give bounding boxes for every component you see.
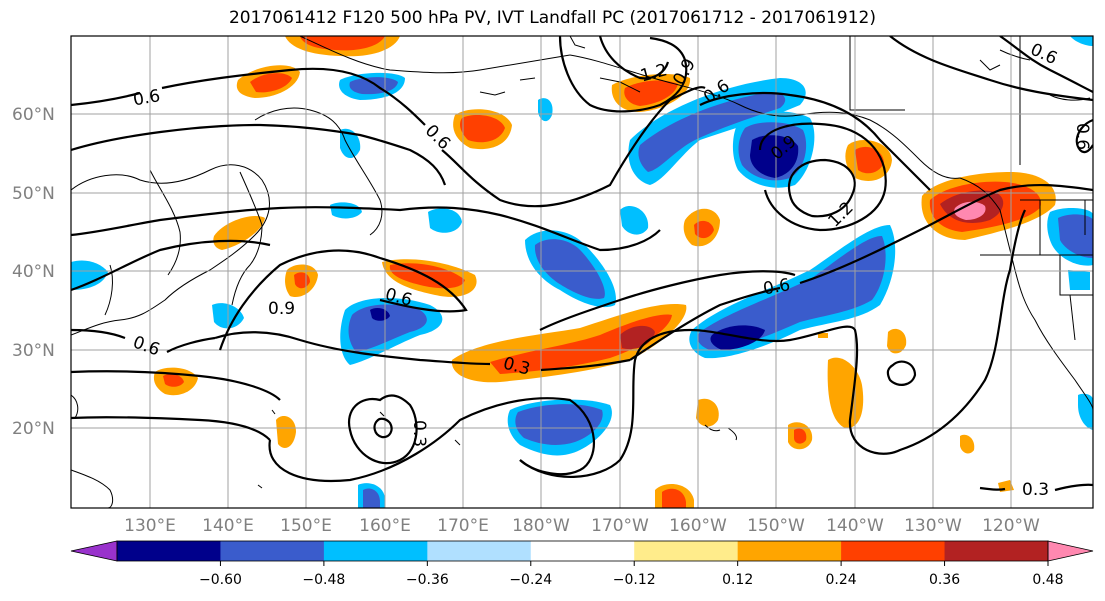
map-frame	[70, 35, 1094, 509]
colorbar-tick-label: −0.60	[199, 572, 242, 588]
pv-contour	[598, 36, 670, 80]
contour-label: 0.6	[1072, 123, 1092, 150]
pv-contour	[71, 328, 216, 353]
pv-contour	[539, 270, 796, 331]
lon-tick-label: 120°W	[982, 516, 1040, 536]
pv-contour	[218, 249, 468, 351]
pv-contour	[71, 239, 271, 292]
lat-tick-label: 40°N	[12, 262, 55, 282]
colorbar-segment	[70, 540, 118, 562]
contour-label: 0.6	[132, 86, 162, 110]
coastlines	[71, 36, 1093, 508]
latitude-tick-labels: 60°N 50°N 40°N 30°N 20°N	[12, 105, 55, 439]
map-plot-area: 0.6 1.2 0.9 0.6 0.6 0.6 0.6 0.9 1.2 0.6 …	[71, 36, 1093, 508]
colorbar-tick-label: 0.48	[1032, 572, 1063, 588]
colorbar-tick-label: 0.12	[722, 572, 753, 588]
colorbar-outline	[116, 540, 1049, 562]
lat-tick-label: 60°N	[12, 105, 55, 125]
colorbar-tick-label: −0.12	[613, 572, 656, 588]
colorbar-segment	[841, 541, 946, 561]
colorbar-segment	[427, 541, 532, 561]
lon-tick-label: 140°W	[826, 516, 884, 536]
pv-contour	[71, 206, 661, 252]
lat-lon-gridlines	[71, 36, 1093, 508]
lat-tick-label: 30°N	[12, 341, 55, 361]
colorbar-segment	[634, 541, 739, 561]
pv-contour	[758, 122, 887, 232]
pv-contour	[71, 67, 706, 208]
colorbar-segment	[220, 541, 325, 561]
lat-tick-label: 20°N	[12, 419, 55, 439]
contour-label: 0.9	[268, 299, 295, 319]
pv-contour	[787, 158, 856, 218]
pv-contour	[886, 360, 917, 386]
lon-tick-label: 160°W	[669, 516, 727, 536]
longitude-tick-labels: 130°E 140°E 150°E 160°E 170°E 180°W 170°…	[124, 516, 1040, 536]
colorbar-segment	[1047, 540, 1094, 562]
map-title: 2017061412 F120 500 hPa PV, IVT Landfall…	[228, 8, 876, 28]
colorbar: −0.60 −0.48 −0.36 −0.24 −0.12 0.12 0.24 0.36 0.4…	[70, 540, 1094, 588]
colorbar-tick-label: 0.24	[826, 572, 857, 588]
pv-contour	[347, 394, 418, 465]
pv-contour	[558, 36, 688, 113]
pv-contour	[629, 184, 1093, 361]
colorbar-tick-label: −0.36	[406, 572, 449, 588]
pv-contour	[999, 36, 1093, 93]
lat-tick-label: 50°N	[12, 184, 55, 204]
colorbar-segment	[323, 541, 428, 561]
colorbar-segment	[944, 541, 1049, 561]
contour-label: 0.6	[762, 275, 792, 299]
pv-contour	[71, 123, 447, 186]
lon-tick-label: 130°W	[904, 516, 962, 536]
lon-tick-label: 170°E	[437, 516, 489, 536]
lon-tick-label: 150°W	[747, 516, 805, 536]
pv-contour	[1075, 118, 1093, 154]
colorbar-segment	[737, 541, 842, 561]
pv-contour	[373, 417, 393, 439]
pv-contour	[979, 483, 1093, 492]
lon-tick-label: 150°E	[280, 516, 332, 536]
lon-tick-label: 140°E	[202, 516, 254, 536]
pv-contour	[71, 370, 281, 401]
lon-tick-label: 170°W	[591, 516, 649, 536]
colorbar-tick-label: 0.36	[929, 572, 960, 588]
pv-contour	[268, 397, 595, 482]
pv-contour	[214, 331, 631, 372]
contour-label: 0.3	[409, 420, 429, 447]
pv-contour	[519, 209, 1026, 479]
colorbar-tick-label: −0.48	[302, 572, 345, 588]
pv-contour	[71, 416, 271, 441]
lon-tick-label: 130°E	[124, 516, 176, 536]
pv-contour	[699, 91, 931, 191]
contour-label: 0.3	[1022, 480, 1049, 500]
lon-tick-label: 180°W	[512, 516, 570, 536]
pv-contours	[71, 36, 1093, 492]
lon-tick-label: 160°E	[359, 516, 411, 536]
colorbar-segment	[117, 541, 221, 561]
colorbar-segment	[530, 541, 635, 561]
colorbar-tick-label: −0.24	[509, 572, 552, 588]
pv-contour	[889, 36, 1093, 102]
